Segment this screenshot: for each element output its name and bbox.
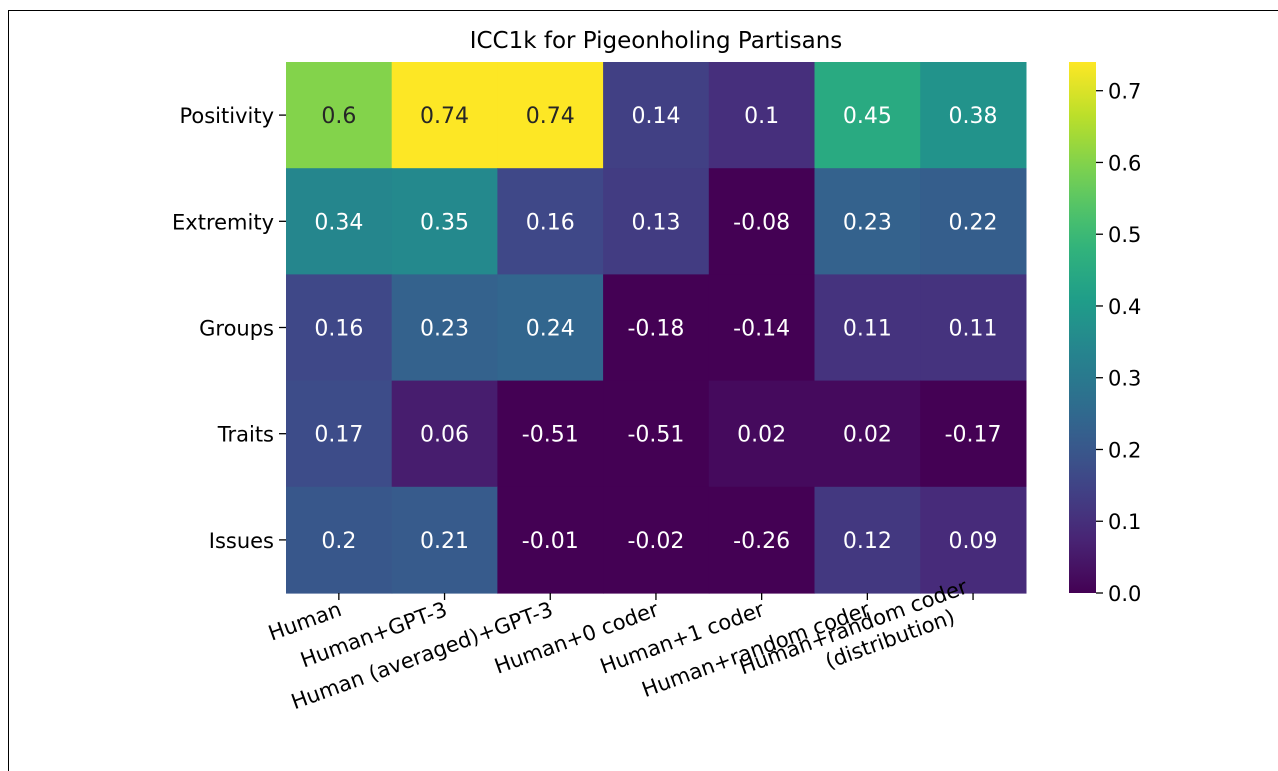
heatmap-cell — [814, 486, 921, 594]
heatmap-cell — [708, 274, 816, 382]
y-tick-label: Issues — [209, 529, 274, 553]
heatmap-cell — [814, 380, 921, 488]
frame-left-border — [8, 10, 9, 771]
heatmap-cell — [814, 274, 921, 382]
heatmap-cell — [708, 380, 816, 488]
cell-value-label: 0.11 — [843, 317, 892, 342]
cell-value-label: 0.02 — [737, 423, 786, 448]
heatmap-cell — [920, 380, 1027, 488]
cell-value-label: -0.17 — [945, 423, 1002, 448]
cell-value-label: 0.12 — [843, 529, 892, 554]
cell-value-label: 0.6 — [321, 104, 356, 129]
cell-value-label: 0.02 — [843, 423, 892, 448]
heatmap-cell — [603, 168, 710, 275]
heatmap-cell — [286, 62, 393, 169]
heatmap-cell — [497, 168, 604, 275]
heatmap-cells — [286, 62, 1027, 594]
cell-value-label: 0.14 — [631, 104, 680, 129]
cell-value-label: -0.08 — [733, 210, 790, 235]
colorbar-tick-label: 0.1 — [1108, 510, 1141, 534]
colorbar-tick-label: 0.7 — [1108, 80, 1141, 104]
cell-value-label: 0.16 — [526, 210, 575, 235]
cell-value-label: -0.51 — [627, 423, 684, 448]
colorbar-tick-label: 0.0 — [1108, 582, 1141, 606]
cell-value-label: 0.24 — [526, 317, 575, 342]
cell-value-label: -0.14 — [733, 317, 790, 342]
cell-value-label: -0.02 — [627, 529, 684, 554]
heatmap-cell — [497, 274, 604, 382]
cell-value-label: 0.06 — [420, 423, 469, 448]
cell-value-label: 0.23 — [843, 210, 892, 235]
heatmap-cell — [708, 62, 816, 169]
heatmap-cell — [286, 380, 393, 488]
cell-value-label: 0.38 — [949, 104, 998, 129]
heatmap-cell — [497, 486, 604, 594]
heatmap-cell — [391, 380, 498, 488]
heatmap-cell — [286, 274, 393, 382]
heatmap-cell — [920, 274, 1027, 382]
cell-value-label: 0.09 — [949, 529, 998, 554]
colorbar: 0.0 0.1 0.2 0.3 0.4 0.5 0.6 0.7 — [1069, 62, 1141, 606]
heatmap-cell — [497, 62, 604, 169]
heatmap-cell — [391, 62, 498, 169]
heatmap-cell — [391, 274, 498, 382]
cell-value-label: 0.13 — [631, 210, 680, 235]
cell-value-label: 0.17 — [314, 423, 363, 448]
colorbar-tick-label: 0.2 — [1108, 438, 1141, 462]
y-tick-label: Groups — [199, 317, 274, 341]
cell-annotations: 0.6 0.74 0.74 0.14 0.1 0.45 0.38 0.34 0.35 0.16 0.… — [314, 104, 1001, 554]
cell-value-label: -0.18 — [627, 317, 684, 342]
cell-value-label: 0.23 — [420, 317, 469, 342]
heatmap-cell — [286, 168, 393, 275]
cell-value-label: 0.22 — [949, 210, 998, 235]
heatmap-cell — [814, 168, 921, 275]
heatmap-cell — [603, 486, 710, 594]
heatmap-cell — [708, 486, 816, 594]
colorbar-gradient — [1069, 62, 1096, 593]
cell-value-label: 0.34 — [314, 210, 363, 235]
heatmap-cell — [603, 380, 710, 488]
cell-value-label: -0.51 — [522, 423, 579, 448]
heatmap-cell — [603, 274, 710, 382]
heatmap-cell — [497, 380, 604, 488]
heatmap-cell — [391, 486, 498, 594]
y-tick-label: Traits — [217, 423, 274, 447]
cell-value-label: 0.2 — [321, 529, 356, 554]
cell-value-label: 0.74 — [526, 104, 575, 129]
colorbar-tick-label: 0.4 — [1108, 295, 1141, 319]
heatmap-cell — [708, 168, 816, 275]
cell-value-label: -0.26 — [733, 529, 790, 554]
cell-value-label: -0.01 — [522, 529, 579, 554]
cell-value-label: 0.35 — [420, 210, 469, 235]
chart-title: ICC1k for Pigeonholing Partisans — [470, 28, 843, 54]
heatmap-cell — [603, 62, 710, 169]
heatmap-cell — [920, 486, 1027, 594]
colorbar-tick-label: 0.5 — [1108, 223, 1141, 247]
heatmap-cell — [286, 486, 393, 594]
heatmap-cell — [814, 62, 921, 169]
cell-value-label: 0.45 — [843, 104, 892, 129]
frame-top-border — [8, 10, 1278, 11]
cell-value-label: 0.74 — [420, 104, 469, 129]
heatmap-cell — [920, 62, 1027, 169]
cell-value-label: 0.21 — [420, 529, 469, 554]
cell-value-label: 0.16 — [314, 317, 363, 342]
y-tick-label: Positivity — [179, 104, 274, 128]
cell-value-label: 0.1 — [744, 104, 779, 129]
colorbar-tick-label: 0.3 — [1108, 367, 1141, 391]
colorbar-tick-label: 0.6 — [1108, 151, 1141, 175]
y-tick-label: Extremity — [172, 210, 274, 234]
heatmap-cell — [920, 168, 1027, 275]
y-axis: Positivity Extremity Groups Traits Issues — [172, 104, 286, 553]
cell-value-label: 0.11 — [949, 317, 998, 342]
heatmap-cell — [391, 168, 498, 275]
